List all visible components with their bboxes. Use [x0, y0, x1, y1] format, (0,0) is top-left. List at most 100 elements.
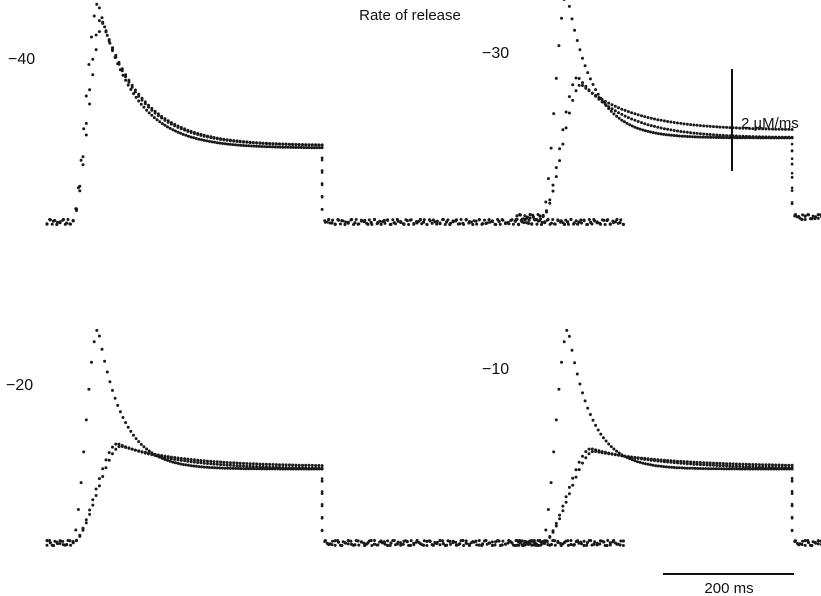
data-point	[751, 135, 755, 139]
data-point	[507, 539, 511, 542]
data-point	[641, 128, 645, 132]
data-point	[320, 466, 324, 470]
data-point	[654, 131, 658, 135]
data-point	[126, 83, 130, 87]
data-point	[553, 222, 557, 226]
data-point	[263, 145, 266, 149]
data-point	[327, 543, 331, 547]
data-point	[744, 462, 748, 466]
data-point	[242, 140, 245, 144]
data-point	[354, 218, 358, 221]
data-point	[621, 539, 625, 543]
data-point	[87, 387, 91, 391]
data-point	[168, 459, 172, 463]
data-point	[111, 445, 114, 449]
data-point	[554, 524, 558, 528]
data-point	[232, 139, 236, 143]
data-point	[231, 466, 235, 470]
data-point	[816, 542, 820, 546]
data-point	[807, 213, 810, 217]
data-point	[101, 475, 105, 478]
data-point	[402, 222, 406, 226]
data-point	[137, 449, 141, 453]
data-point	[621, 222, 625, 226]
data-point	[757, 135, 761, 139]
data-point	[500, 218, 504, 222]
data-point	[278, 465, 281, 469]
data-point	[548, 198, 552, 202]
data-point	[643, 115, 647, 119]
data-point	[171, 128, 175, 132]
data-point	[602, 540, 606, 544]
data-point	[179, 456, 183, 460]
data-point	[114, 53, 118, 57]
data-point	[570, 348, 574, 352]
data-point	[184, 463, 188, 467]
data-point	[672, 134, 676, 137]
data-point	[140, 450, 144, 454]
data-point	[350, 542, 354, 546]
data-point	[587, 447, 591, 451]
data-point	[800, 542, 804, 546]
data-point	[209, 462, 213, 466]
data-point	[507, 222, 511, 226]
data-point	[454, 218, 458, 222]
data-point	[314, 464, 318, 467]
data-point	[693, 135, 697, 139]
data-point	[643, 456, 647, 460]
data-point	[531, 539, 535, 543]
data-point	[559, 544, 563, 547]
data-point	[567, 4, 571, 8]
data-point	[137, 99, 141, 103]
data-point	[367, 218, 371, 222]
data-point	[120, 445, 124, 448]
data-point	[581, 56, 584, 60]
data-point	[284, 466, 288, 470]
data-point	[225, 461, 229, 464]
data-point	[105, 33, 109, 37]
data-point	[320, 515, 324, 519]
data-point	[646, 129, 650, 133]
data-point	[307, 146, 311, 150]
data-point	[571, 476, 575, 480]
data-point	[721, 133, 725, 137]
data-point	[314, 466, 318, 470]
data-point	[184, 133, 188, 137]
data-point	[418, 542, 422, 546]
data-point	[607, 442, 611, 446]
data-point	[114, 447, 118, 451]
panel-2-traces	[515, 0, 821, 221]
data-point	[801, 213, 805, 217]
data-point	[790, 175, 794, 179]
data-point	[307, 466, 311, 470]
data-point	[790, 162, 794, 166]
data-point	[166, 125, 169, 129]
data-point	[215, 466, 219, 470]
data-point	[297, 466, 301, 470]
data-point	[777, 127, 781, 131]
data-point	[221, 466, 224, 470]
data-point	[719, 136, 723, 140]
data-point	[554, 175, 558, 179]
data-point	[689, 131, 693, 135]
data-point	[464, 218, 468, 221]
rate-scale-bar: 2 µM/ms	[731, 69, 799, 171]
data-point	[771, 127, 774, 131]
data-point	[74, 528, 78, 532]
data-point	[565, 328, 569, 332]
data-point	[571, 483, 575, 487]
data-point	[392, 221, 396, 225]
data-point	[245, 464, 249, 468]
data-point	[488, 220, 492, 224]
data-point	[100, 16, 104, 20]
data-point	[706, 467, 710, 471]
data-point	[659, 118, 663, 122]
data-point	[501, 539, 505, 543]
data-point	[653, 457, 656, 461]
data-point	[696, 467, 700, 470]
data-point	[130, 83, 134, 87]
data-point	[604, 439, 608, 443]
data-point	[445, 543, 449, 547]
data-point	[577, 83, 581, 87]
data-point	[615, 114, 619, 118]
